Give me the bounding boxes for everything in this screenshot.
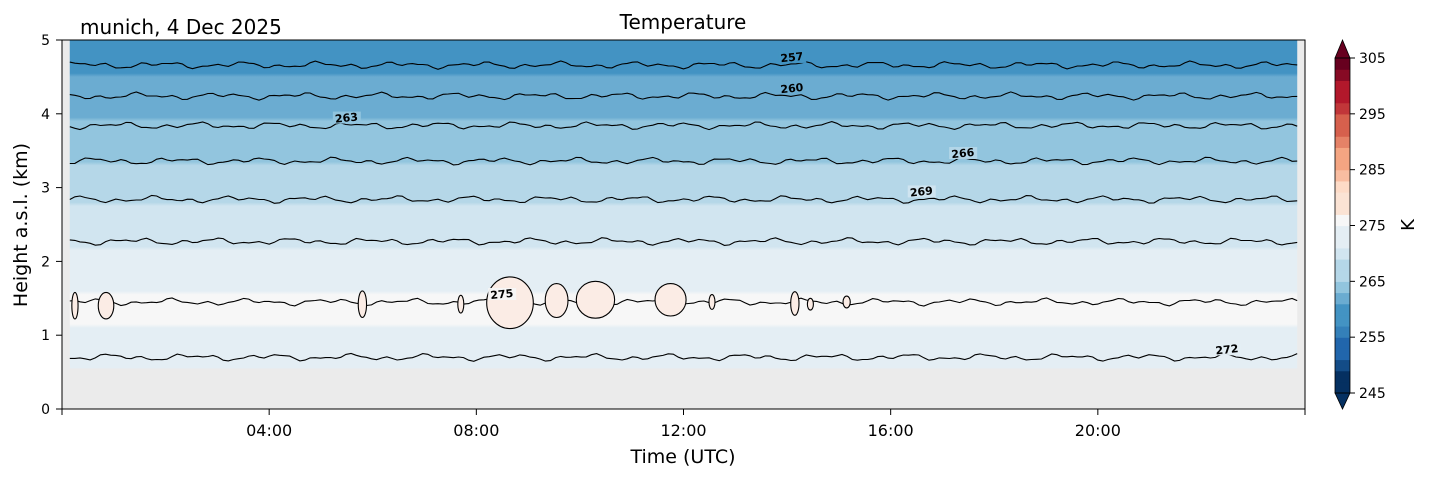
svg-text:269: 269	[909, 184, 933, 199]
colorbar-segment	[1335, 69, 1350, 81]
contour-label-269: 269	[907, 184, 936, 200]
x-tick-label: 20:00	[1075, 421, 1121, 440]
colorbar-segment	[1335, 314, 1350, 327]
x-axis-label: Time (UTC)	[629, 446, 735, 468]
x-axis: 04:00 08:00 12:00 16:00 20:00	[61, 409, 1306, 440]
colorbar-segment	[1335, 147, 1350, 160]
contour-line-260	[69, 91, 1298, 101]
svg-text:272: 272	[1215, 342, 1239, 357]
colorbar-segment	[1335, 337, 1350, 349]
colorbar-segment	[1335, 180, 1350, 193]
contour-labels: 257 260 263 266 269 272 275	[332, 50, 1242, 358]
colorbar-segment	[1335, 370, 1350, 383]
contour-line-257	[69, 60, 1298, 70]
colorbar-segment	[1335, 113, 1350, 126]
contour-line-263	[69, 121, 1298, 131]
contour-label-272: 272	[1213, 342, 1242, 358]
warm-cell	[71, 291, 79, 320]
colorbar-segment	[1335, 192, 1350, 204]
colorbar-extend-min	[1334, 392, 1351, 410]
colorbar-tick-label: 255	[1359, 330, 1386, 346]
warm-cell	[842, 295, 851, 309]
chart-title: Temperature	[619, 10, 747, 34]
colorbar-segment	[1335, 259, 1350, 271]
x-tick-label: 16:00	[868, 421, 914, 440]
colorbar-tick-label: 245	[1359, 386, 1386, 402]
contour-line-272	[69, 237, 1298, 246]
colorbar-tick-label: 285	[1359, 163, 1386, 179]
warm-cell	[654, 282, 687, 317]
contour-line-266	[69, 156, 1298, 166]
y-tick-label: 5	[41, 33, 50, 49]
colorbar-segment	[1335, 348, 1350, 361]
svg-text:260: 260	[780, 81, 805, 96]
svg-text:263: 263	[334, 110, 358, 125]
y-tick-label: 4	[41, 107, 50, 123]
contour-label-266: 266	[949, 146, 978, 161]
warm-cell	[357, 290, 368, 319]
warm-cell	[457, 294, 465, 314]
colorbar-segment	[1335, 292, 1350, 305]
colorbar-segment	[1335, 381, 1350, 394]
colorbar: 245 255 265 275 285 295 305	[1334, 38, 1386, 410]
contour-label-257: 257	[778, 50, 807, 65]
svg-text:257: 257	[780, 50, 804, 65]
warm-cell	[486, 276, 534, 330]
colorbar-segment	[1335, 225, 1350, 238]
colorbar-segment	[1335, 91, 1350, 104]
contour-lines	[69, 60, 1298, 362]
colorbar-tick-label: 265	[1359, 274, 1386, 290]
colorbar-segment	[1335, 80, 1350, 93]
warm-cell	[790, 291, 800, 316]
contour-line-272	[69, 352, 1298, 362]
y-tick-label: 1	[41, 328, 50, 344]
colorbar-segment	[1335, 281, 1350, 294]
y-tick-label: 0	[41, 402, 50, 418]
temperature-field-fill	[69, 40, 1298, 369]
colorbar-label: K	[1398, 218, 1419, 231]
warm-cell	[708, 294, 716, 310]
colorbar-segment	[1335, 203, 1350, 215]
chart-subtitle: munich, 4 Dec 2025	[80, 15, 282, 39]
colorbar-tick-label: 305	[1359, 51, 1386, 67]
temperature-field	[69, 40, 1298, 369]
colorbar-segment	[1335, 247, 1350, 260]
contour-label-275: 275	[488, 287, 517, 302]
colorbar-segment	[1335, 303, 1350, 316]
plot-area: 257 260 263 266 269 272 275	[61, 39, 1306, 410]
y-axis: 0 1 2 3 4 5	[41, 33, 62, 418]
warm-cell	[544, 282, 569, 319]
colorbar-segment	[1335, 236, 1350, 249]
svg-text:275: 275	[490, 287, 514, 302]
x-tick-label: 08:00	[453, 421, 499, 440]
y-axis-label: Height a.s.l. (km)	[10, 143, 32, 307]
x-tick-label: 12:00	[660, 421, 706, 440]
x-tick-label: 04:00	[246, 421, 292, 440]
svg-text:266: 266	[951, 146, 976, 161]
contour-label-263: 263	[332, 110, 361, 126]
colorbar-segment	[1335, 58, 1350, 70]
colorbar-segment	[1335, 169, 1350, 182]
warm-cell	[575, 280, 616, 319]
contour-label-260: 260	[778, 81, 807, 96]
colorbar-extend-max	[1334, 38, 1351, 59]
warm-cell	[97, 291, 115, 320]
warm-cell	[806, 297, 814, 311]
colorbar-segment	[1335, 125, 1350, 137]
colorbar-segment	[1335, 214, 1350, 227]
colorbar-segment	[1335, 158, 1350, 171]
y-tick-label: 3	[41, 181, 50, 197]
colorbar-segment	[1335, 136, 1350, 148]
colorbar-tick-label: 275	[1359, 219, 1386, 235]
colorbar-segment	[1335, 270, 1350, 282]
y-tick-label: 2	[41, 254, 50, 270]
colorbar-tick-label: 295	[1359, 107, 1386, 123]
colorbar-segment	[1335, 102, 1350, 115]
contour-line-269	[69, 194, 1298, 204]
colorbar-segment	[1335, 326, 1350, 338]
colorbar-segment	[1335, 359, 1350, 372]
